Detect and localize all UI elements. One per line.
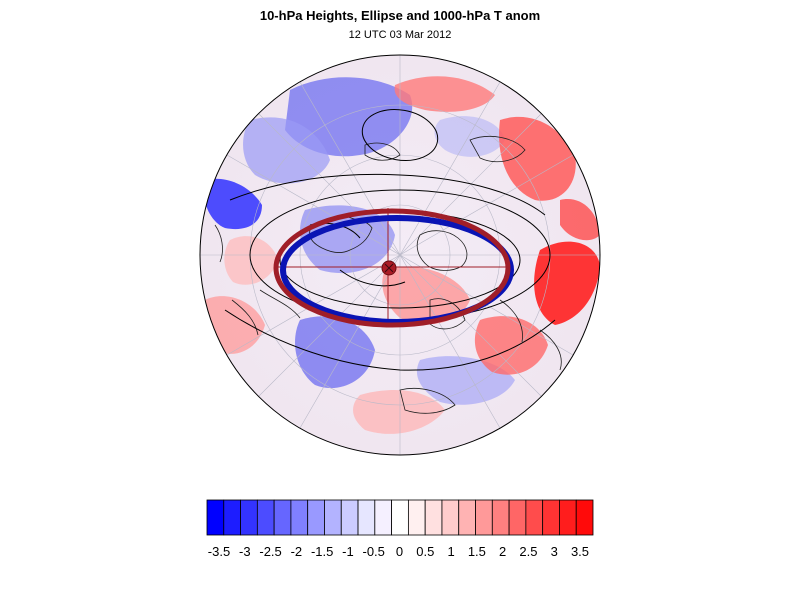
colorbar-tick-label: -1.5: [311, 544, 333, 559]
colorbar-tick-label: 3: [551, 544, 558, 559]
colorbar-tick-label: 0: [396, 544, 403, 559]
colorbar-box: [525, 499, 544, 536]
colorbar-box: [340, 499, 359, 536]
colorbar-box: [391, 499, 409, 536]
warm-anomaly-region: [534, 241, 600, 325]
colorbar-tick-label: 2: [499, 544, 506, 559]
colorbar-tick-label: 2.5: [519, 544, 537, 559]
warm-anomaly-region: [224, 236, 278, 285]
colorbar-tick-label: -3: [239, 544, 251, 559]
warm-anomaly-region: [382, 266, 470, 325]
colorbar-box: [458, 499, 476, 536]
colorbar-box: [407, 499, 426, 536]
colorbar-tick-label: 1.5: [468, 544, 486, 559]
colorbar-box: [424, 499, 443, 536]
colorbar-box: [575, 499, 594, 536]
chart-subtitle: 12 UTC 03 Mar 2012: [348, 29, 452, 41]
ellipse-red: [273, 208, 511, 328]
colorbar-box: [491, 499, 510, 536]
colorbar-box: [508, 499, 527, 536]
colorbar-box: [223, 499, 241, 536]
ellipse-center-cross: [384, 263, 394, 273]
colorbar-box: [374, 499, 393, 536]
cold-anomaly-region: [285, 77, 413, 157]
colorbar-box: [273, 499, 292, 536]
colorbar-tick-label: -2.5: [259, 544, 281, 559]
cold-anomaly-region: [295, 316, 375, 389]
colorbar-tick-label: -0.5: [363, 544, 385, 559]
colorbar-tick-label: -3.5: [208, 544, 230, 559]
coastlines: [214, 136, 562, 414]
warm-anomaly-region: [560, 199, 600, 241]
cold-anomaly-region: [243, 117, 330, 184]
colorbar-box: [256, 499, 275, 536]
colorbar-box: [542, 499, 560, 536]
globe-outline: [199, 54, 601, 456]
chart-title: 10-hPa Heights, Ellipse and 1000-hPa T a…: [259, 8, 541, 23]
colorbar-box: [206, 499, 225, 536]
warm-anomaly-region: [394, 76, 495, 112]
colorbar-box: [475, 499, 493, 536]
colorbar-box: [324, 499, 342, 536]
colorbar-tick-label: 1: [447, 544, 454, 559]
colorbar-box: [290, 499, 309, 536]
warm-anomaly-region: [499, 116, 576, 201]
colorbar-tick-label: 3.5: [571, 544, 589, 559]
colorbar-boxes: [206, 499, 594, 536]
colorbar-tick-label: -2: [291, 544, 303, 559]
colorbar-tick-label: 0.5: [416, 544, 434, 559]
colorbar-tick-label: -1: [342, 544, 354, 559]
colorbar-box: [559, 499, 577, 536]
colorbar-box: [307, 499, 325, 536]
cold-anomaly-region: [434, 116, 505, 157]
warm-anomaly-region: [353, 390, 445, 434]
cold-anomaly-region: [203, 178, 262, 230]
colorbar-box: [441, 499, 460, 536]
colorbar-box: [240, 499, 258, 536]
colorbar-labels: -3.5 -3 -2.5 -2 -1.5 -1 -0.5 0 0.5 1 1.5 2 2.5 3 3.5: [208, 544, 589, 559]
ellipse-blue: [280, 215, 514, 325]
colorbar-box: [357, 499, 376, 536]
